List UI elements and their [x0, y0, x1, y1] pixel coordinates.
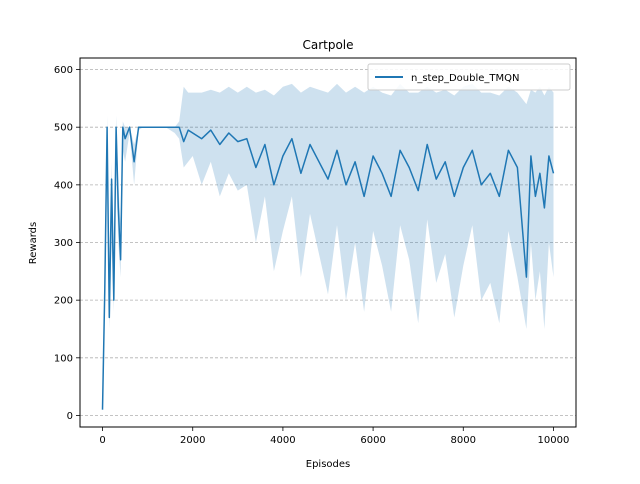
x-tick-label: 4000 [270, 435, 295, 446]
x-tick-label: 0 [99, 435, 105, 446]
line-layer [101, 126, 555, 410]
band-layer [102, 83, 554, 410]
y-tick-label: 600 [54, 65, 73, 76]
y-tick-label: 400 [54, 180, 73, 191]
y-tick-label: 300 [54, 238, 73, 249]
x-tick-label: 10000 [538, 435, 570, 446]
chart-title: Cartpole [302, 38, 353, 52]
y-axis-label: Rewards [28, 222, 39, 264]
x-tick-label: 8000 [451, 435, 476, 446]
x-axis-label: Episodes [306, 459, 350, 470]
y-tick-label: 0 [67, 411, 73, 422]
legend-box [367, 63, 571, 91]
legend-label: n_step_Double_TMQN [411, 73, 520, 84]
y-tick-label: 100 [54, 353, 73, 364]
series-band [102, 83, 554, 410]
y-ticks: 0 100 200 300 400 500 600 [54, 65, 80, 422]
x-ticks: 0 2000 4000 6000 8000 10000 [99, 427, 569, 446]
y-tick-label: 200 [54, 296, 73, 307]
legend: n_step_Double_TMQN [367, 63, 571, 91]
x-tick-label: 6000 [360, 435, 385, 446]
x-tick-label: 2000 [180, 435, 205, 446]
y-tick-label: 500 [54, 123, 73, 134]
series-line [101, 126, 555, 410]
